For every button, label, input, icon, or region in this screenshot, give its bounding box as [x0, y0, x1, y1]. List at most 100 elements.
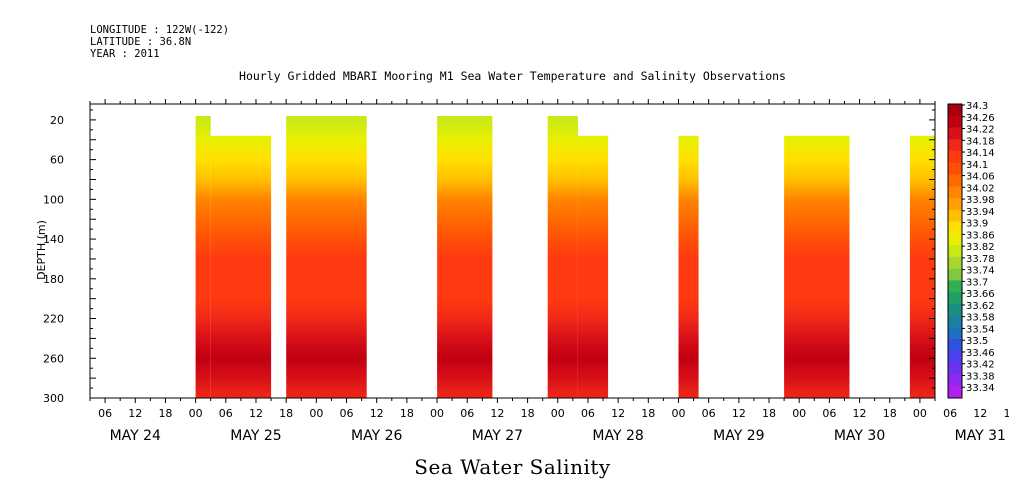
colorbar-label: 33.78: [966, 254, 995, 265]
x-tick-label: 18: [521, 407, 535, 420]
x-day-label: MAY 30: [834, 428, 885, 444]
y-axis-label: DEPTH (m): [35, 220, 48, 280]
x-tick-label: 12: [732, 407, 746, 420]
year-label: YEAR : 2011: [90, 48, 160, 60]
colorbar-swatch: [948, 280, 962, 293]
data-block: [286, 116, 367, 398]
colorbar: 34.334.2634.2234.1834.1434.134.0634.0233…: [947, 101, 995, 399]
x-day-label: MAY 29: [713, 428, 764, 444]
colorbar-swatch: [948, 151, 962, 164]
y-tick-label: 140: [43, 233, 64, 246]
colorbar-label: 33.74: [966, 266, 995, 277]
x-tick-label: 06: [702, 407, 716, 420]
y-tick-label: 220: [43, 313, 64, 326]
colorbar-label: 33.54: [966, 324, 995, 335]
colorbar-swatch: [948, 374, 962, 387]
colorbar-label: 33.58: [966, 313, 995, 324]
x-tick-label: 00: [430, 407, 444, 420]
data-block: [195, 116, 211, 398]
colorbar-swatch: [948, 174, 962, 187]
y-tick-label: 180: [43, 273, 64, 286]
colorbar-label: 34.22: [966, 125, 995, 136]
data-block: [210, 135, 272, 399]
y-axis: 20 60 100 140 180 220 260 300: [43, 109, 935, 405]
colorbar-swatch: [948, 186, 962, 199]
colorbar-swatch: [948, 362, 962, 375]
colorbar-label: 33.94: [966, 207, 995, 218]
x-tick-label: 18: [400, 407, 414, 420]
x-tick-label: 06: [581, 407, 595, 420]
x-tick-label: 18: [158, 407, 172, 420]
colorbar-label: 34.18: [966, 136, 995, 147]
x-tick-label: 00: [189, 407, 203, 420]
colorbar-label: 33.86: [966, 230, 995, 241]
x-tick-label: 06: [340, 407, 354, 420]
longitude-label: LONGITUDE : 122W(-122): [90, 24, 230, 36]
colorbar-swatch: [948, 292, 962, 305]
colorbar-label: 34.1: [966, 160, 988, 171]
colorbar-swatch: [948, 139, 962, 152]
variable-title: Sea Water Salinity: [414, 455, 611, 479]
colorbar-swatch: [948, 115, 962, 129]
colorbar-label: 33.5: [966, 336, 988, 347]
colorbar-label: 33.98: [966, 195, 995, 206]
data-block: [678, 135, 699, 399]
data-blocks: [195, 116, 935, 399]
colorbar-swatch: [948, 127, 962, 140]
x-tick-label: 18: [279, 407, 293, 420]
y-tick-label: 20: [50, 114, 64, 127]
colorbar-label: 34.02: [966, 183, 995, 194]
x-tick-label: 12: [128, 407, 142, 420]
x-tick-label: 06: [98, 407, 112, 420]
x-tick-label: 12: [490, 407, 504, 420]
data-block: [577, 135, 609, 399]
latitude-label: LATITUDE : 36.8N: [90, 36, 192, 48]
x-tick-label: 18: [641, 407, 655, 420]
x-tick-label: 12: [249, 407, 263, 420]
data-block: [437, 116, 493, 398]
colorbar-label: 33.7: [966, 277, 988, 288]
x-tick-label: 12: [611, 407, 625, 420]
colorbar-swatch: [948, 327, 962, 340]
colorbar-label: 33.66: [966, 289, 995, 300]
x-tick-label: 18: [1003, 407, 1009, 420]
colorbar-swatch: [948, 221, 962, 234]
x-day-label: MAY 31: [955, 428, 1006, 444]
colorbar-label: 33.42: [966, 360, 995, 371]
x-tick-label: 06: [943, 407, 957, 420]
colorbar-swatch: [948, 315, 962, 328]
x-tick-label: 06: [219, 407, 233, 420]
colorbar-border: [947, 103, 963, 399]
colorbar-label: 33.46: [966, 348, 995, 359]
colorbar-label: 34.26: [966, 113, 995, 124]
x-day-label: MAY 25: [230, 428, 281, 444]
x-tick-label: 12: [370, 407, 384, 420]
colorbar-swatch: [948, 233, 962, 246]
x-day-label: MAY 28: [592, 428, 643, 444]
colorbar-label: 34.14: [966, 148, 995, 159]
colorbar-swatch: [948, 386, 962, 399]
colorbar-swatch: [948, 256, 962, 270]
chart-title: Hourly Gridded MBARI Mooring M1 Sea Wate…: [239, 69, 786, 83]
y-tick-label: 260: [43, 352, 64, 365]
x-tick-label: 06: [822, 407, 836, 420]
x-tick-label: 18: [883, 407, 897, 420]
x-tick-label: 12: [853, 407, 867, 420]
y-tick-label: 100: [43, 193, 64, 206]
colorbar-swatch: [948, 268, 962, 281]
y-tick-label: 60: [50, 154, 64, 167]
x-tick-label: 06: [460, 407, 474, 420]
x-axis: 06 12 18 00 06 12 18 00 06 12 18 00 06 12 18 00 06 12 18 00…: [89, 99, 1009, 444]
colorbar-swatch: [948, 303, 962, 317]
colorbar-swatch: [948, 198, 962, 211]
x-tick-label: 18: [762, 407, 776, 420]
colorbar-label: 33.38: [966, 371, 995, 382]
x-tick-label: 12: [973, 407, 987, 420]
colorbar-label: 34.3: [966, 101, 988, 112]
x-day-label: MAY 24: [110, 428, 161, 444]
data-block: [547, 116, 578, 398]
data-block: [784, 135, 850, 399]
colorbar-swatch: [948, 209, 962, 223]
colorbar-swatch: [948, 339, 962, 352]
x-tick-label: 00: [913, 407, 927, 420]
